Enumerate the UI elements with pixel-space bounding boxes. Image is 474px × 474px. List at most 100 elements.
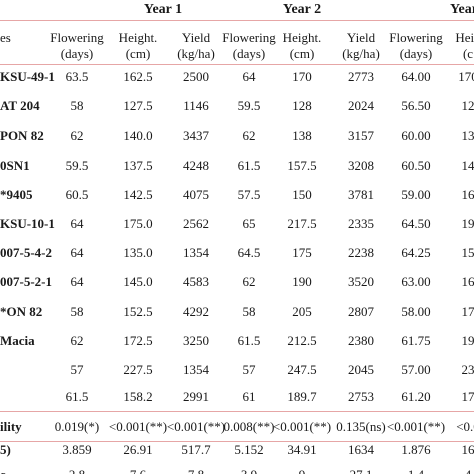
table-cell: 58.00 (401, 304, 431, 319)
table-cell: 17 (461, 304, 474, 319)
table-cell: 23 (461, 362, 474, 377)
table-cell: 152.5 (123, 304, 153, 319)
column-header-label: Flowering (222, 30, 276, 45)
table-cell: 57.00 (401, 362, 431, 377)
table-cell: 19 (461, 216, 474, 231)
table-cell: 2991 (183, 389, 209, 404)
table-cell: 150 (292, 187, 312, 202)
column-header-unit: (days) (232, 46, 266, 61)
column-header: Height. (cm) (283, 30, 322, 62)
row-label: *ON 82 (0, 304, 43, 319)
genotype-column-header: es (0, 30, 11, 45)
table-cell: 63.00 (401, 274, 431, 289)
table-cell: 212.5 (287, 333, 317, 348)
table-cell: 517.7 (181, 442, 211, 457)
table-cell: 4292 (183, 304, 209, 319)
row-label: Macia (0, 333, 35, 348)
table-cell: 60.5 (65, 187, 89, 202)
table-cell: 16 (461, 274, 474, 289)
column-header-label: Yield (346, 30, 376, 45)
row-label: 007-5-4-2 (0, 245, 52, 260)
table-cell: 14 (461, 158, 474, 173)
table-cell: 2238 (348, 245, 374, 260)
table-cell: 61.75 (401, 333, 431, 348)
table-cell: 127.5 (123, 98, 153, 113)
column-header-label: Height. (282, 30, 322, 45)
table-cell: 140.0 (123, 128, 153, 143)
table-cell: 59.00 (401, 187, 431, 202)
table-cell: 64.00 (401, 69, 431, 84)
table-cell: 227.5 (123, 362, 153, 377)
table-cell: 3.9 (241, 467, 257, 474)
column-header-label: Heig (455, 30, 474, 45)
column-header: Height. (cm) (119, 30, 158, 62)
column-header: Flowering (days) (222, 30, 275, 62)
table-cell: 64 (70, 274, 84, 289)
table-cell: 34.91 (287, 442, 317, 457)
year-2-header: Year 2 (282, 2, 322, 17)
table-cell: 57 (242, 362, 256, 377)
table-cell: 142.5 (123, 187, 153, 202)
table-cell: 56.50 (401, 98, 431, 113)
table-cell: 9 (299, 467, 306, 474)
table-cell: 1354 (183, 362, 209, 377)
table-cell: 65 (242, 216, 256, 231)
table-cell: 2773 (348, 69, 374, 84)
table-cell: 2753 (348, 389, 374, 404)
table-cell: 190 (292, 274, 312, 289)
table-cell: 175 (292, 245, 312, 260)
column-header-unit: (c (462, 46, 474, 61)
table-cell: 64 (70, 245, 84, 260)
table-cell: 189.7 (287, 389, 317, 404)
table-cell: 2.8 (69, 467, 85, 474)
table-cell: 7.8 (188, 467, 204, 474)
row-label: *9405 (0, 187, 33, 202)
column-header-label: Flowering (389, 30, 443, 45)
column-header-label: Flowering (50, 30, 104, 45)
column-header-unit: (cm) (125, 46, 151, 61)
table-cell: 60.50 (401, 158, 431, 173)
table-cell: 3781 (348, 187, 374, 202)
row-label: KSU-10-1 (0, 216, 55, 231)
top-rule (0, 20, 474, 21)
row-label: ility (0, 419, 22, 434)
table-cell: 135.0 (123, 245, 153, 260)
column-header: Flowering (days) (50, 30, 103, 62)
table-cell: 4583 (183, 274, 209, 289)
table-cell: 4075 (183, 187, 209, 202)
table-cell: 27.1 (350, 467, 373, 474)
table-cell: 62 (70, 128, 84, 143)
table-cell: 15 (461, 245, 474, 260)
column-header-label: Height. (118, 30, 158, 45)
table-cell: 59.5 (65, 158, 89, 173)
table-cell: 1354 (183, 245, 209, 260)
year-3-header: Year (450, 2, 474, 17)
column-header-unit: (kg/ha) (177, 46, 215, 61)
table-cell: 64 (242, 69, 256, 84)
table-cell: 2380 (348, 333, 374, 348)
table-cell: 5.152 (234, 442, 264, 457)
column-header-unit: (days) (399, 46, 433, 61)
table-cell: 64.50 (401, 216, 431, 231)
column-header-label: Yield (181, 30, 211, 45)
table-cell: <0.001(**) (386, 419, 446, 434)
column-header-unit: (cm) (289, 46, 315, 61)
table-cell: 58 (70, 98, 84, 113)
table-cell: 1.876 (401, 442, 431, 457)
table-cell: 1.4 (408, 467, 424, 474)
table-cell: 175.0 (123, 216, 153, 231)
table-cell: 1634 (348, 442, 374, 457)
table-cell: 19 (461, 333, 474, 348)
table-cell: 205 (292, 304, 312, 319)
row-label: AT 204 (0, 98, 40, 113)
table-cell: 162.5 (123, 69, 153, 84)
table-cell: 58 (242, 304, 256, 319)
column-header-unit: (days) (60, 46, 94, 61)
table-cell: 247.5 (287, 362, 317, 377)
table-cell: 58 (70, 304, 84, 319)
column-header: Yield (kg/ha) (177, 30, 215, 62)
year-1-header: Year 1 (143, 2, 183, 17)
table-cell: 57 (70, 362, 84, 377)
header-rule (0, 64, 474, 65)
table-cell: 61 (242, 389, 256, 404)
